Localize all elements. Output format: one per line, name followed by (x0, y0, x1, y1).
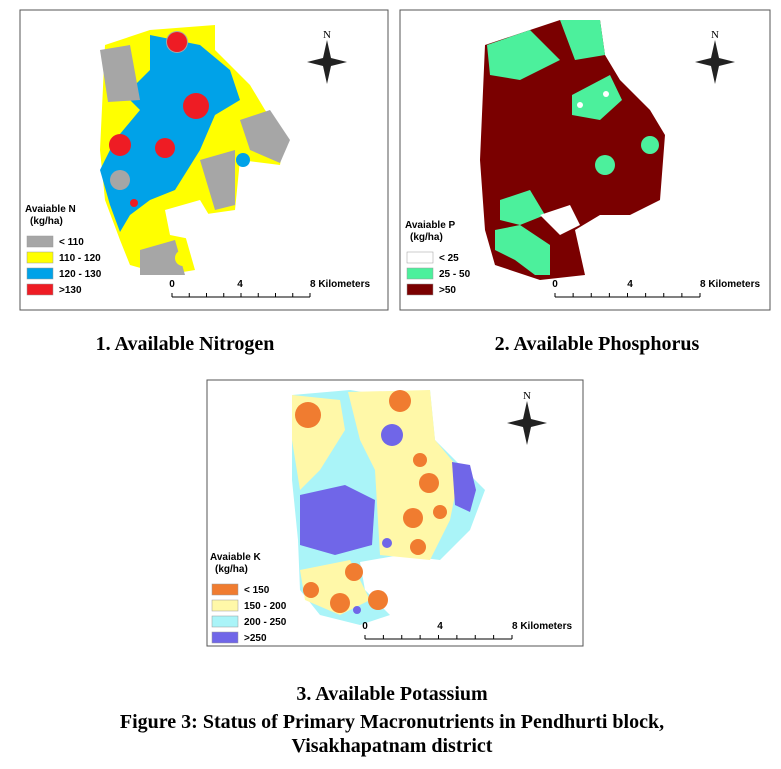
legend-label: < 150 (244, 585, 270, 596)
map-zone (110, 170, 130, 190)
map-zone (100, 45, 140, 102)
map-zone (433, 505, 447, 519)
map-zone (487, 30, 560, 80)
legend-swatch (406, 267, 434, 280)
scale-label: 0 (169, 279, 175, 290)
map-zone (167, 32, 187, 52)
map-zone (419, 473, 439, 493)
scale-label: 8 Kilometers (310, 279, 370, 290)
scale-label: 4 (437, 621, 443, 632)
map-zone (381, 424, 403, 446)
map-zone (175, 250, 191, 266)
scale-label: 4 (627, 279, 633, 290)
scale-label: 8 Kilometers (512, 621, 572, 632)
map-zone (500, 190, 545, 225)
map-zone (452, 462, 476, 512)
map-zone (495, 225, 550, 275)
figure-caption: Figure 3: Status of Primary Macronutrien… (120, 711, 664, 733)
map-zone (130, 199, 138, 207)
map-zone (109, 134, 131, 156)
map-zone (140, 240, 185, 275)
map-zone (240, 110, 290, 163)
figure-caption: Visakhapatnam district (292, 735, 493, 757)
legend-swatch (26, 283, 54, 296)
legend-label: < 110 (59, 237, 84, 248)
map-zone (389, 390, 411, 412)
legend-swatch (406, 251, 434, 264)
legend-label: >50 (439, 285, 456, 296)
map-zone (345, 563, 363, 581)
map-zone (540, 205, 580, 235)
panel-caption: 2. Available Phosphorus (495, 333, 700, 355)
north-arrow (507, 401, 547, 445)
panel-frame (19, 9, 389, 311)
legend-label: 150 - 200 (244, 601, 287, 612)
legend-label: 110 - 120 (59, 253, 101, 264)
panel-caption: 1. Available Nitrogen (96, 333, 275, 355)
north-label: N (523, 390, 531, 402)
map-zone (413, 453, 427, 467)
map-zone (303, 582, 319, 598)
map-zone (403, 508, 423, 528)
legend-title: Avaiable P (405, 220, 456, 231)
legend-label: 120 - 130 (59, 269, 102, 280)
panel-frame (206, 379, 584, 647)
map-zone (165, 200, 215, 240)
legend-unit: (kg/ha) (410, 232, 443, 243)
legend-swatch (211, 631, 239, 644)
map-zone (200, 150, 235, 210)
map-zone (353, 606, 361, 614)
map-zone (368, 590, 388, 610)
map-zone (100, 35, 240, 232)
map-zone (300, 485, 375, 555)
legend-label: 25 - 50 (439, 269, 471, 280)
map-zone (155, 138, 175, 158)
legend-label: >250 (244, 633, 267, 644)
legend-swatch (211, 599, 239, 612)
map-zone (560, 20, 605, 60)
map-zone (330, 593, 350, 613)
map-zone (572, 75, 622, 120)
legend-label: >130 (59, 285, 82, 296)
legend-swatch (26, 251, 54, 264)
legend-swatch (406, 283, 434, 296)
north-arrow (307, 40, 347, 84)
scale-label: 4 (237, 279, 243, 290)
legend-label: < 25 (439, 253, 459, 264)
scale-label: 0 (552, 279, 558, 290)
legend-swatch (211, 615, 239, 628)
north-label: N (711, 29, 719, 41)
map-zone (295, 402, 321, 428)
legend-swatch (26, 267, 54, 280)
map-zone (603, 91, 609, 97)
legend-title: Avaiable N (25, 204, 76, 215)
legend-title: Avaiable K (210, 552, 262, 563)
panel-frame (399, 9, 771, 311)
north-arrow (695, 40, 735, 84)
scale-label: 0 (362, 621, 368, 632)
map-zone (577, 102, 583, 108)
legend-swatch (26, 235, 54, 248)
legend-unit: (kg/ha) (30, 216, 63, 227)
scale-label: 8 Kilometers (700, 279, 760, 290)
map-zone (348, 390, 460, 560)
panel-caption: 3. Available Potassium (296, 683, 488, 705)
map-zone (595, 155, 615, 175)
north-label: N (323, 29, 331, 41)
map-zone (410, 539, 426, 555)
legend-unit: (kg/ha) (215, 564, 248, 575)
map-zone (382, 538, 392, 548)
map-zone (183, 93, 209, 119)
legend-swatch (211, 583, 239, 596)
map-zone (236, 153, 250, 167)
map-zone (641, 136, 659, 154)
legend-label: 200 - 250 (244, 617, 287, 628)
